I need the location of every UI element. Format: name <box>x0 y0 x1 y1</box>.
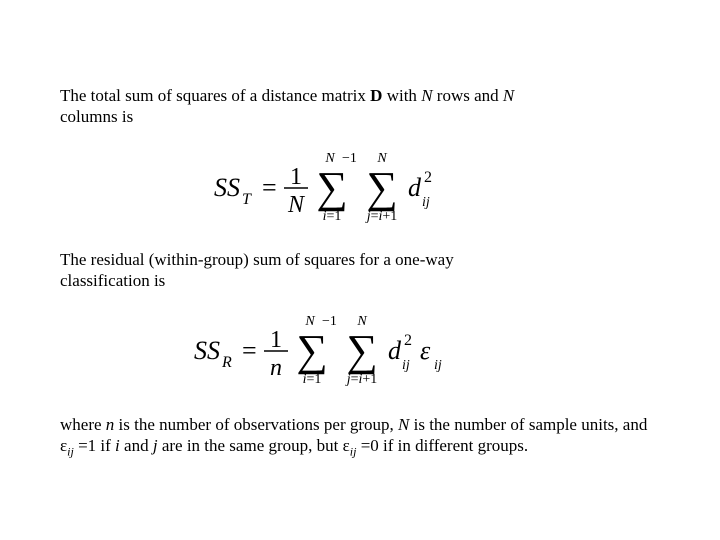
svg-text:ij: ij <box>402 358 410 373</box>
svg-text:j=i+1: j=i+1 <box>365 209 398 224</box>
svg-text:j=i+1: j=i+1 <box>345 372 378 387</box>
svg-text:i=1: i=1 <box>303 372 322 387</box>
svg-text:n: n <box>270 355 282 381</box>
p3-a: where <box>60 415 106 434</box>
p3-o: =0 if in different groups. <box>356 436 528 455</box>
svg-text:N: N <box>376 151 387 166</box>
p3-e: is the number of sample units, and <box>409 415 647 434</box>
svg-text:T: T <box>242 191 252 208</box>
p1-text-a: The total sum of squares of a distance m… <box>60 86 370 105</box>
p1-text-c: with <box>382 86 421 105</box>
svg-text:1: 1 <box>270 327 282 353</box>
svg-text:i=1: i=1 <box>323 209 342 224</box>
svg-text:=: = <box>262 173 277 202</box>
p3-h: =1 if <box>74 436 115 455</box>
p3-j: and <box>120 436 153 455</box>
equation-2-block: SSR=1n∑N−1i=1∑Nj=i+1d2ijεij <box>60 303 660 400</box>
svg-text:N: N <box>287 192 306 218</box>
p1-N1: N <box>421 86 432 105</box>
svg-text:N: N <box>304 314 315 329</box>
svg-text:=: = <box>242 336 257 365</box>
svg-text:∑: ∑ <box>346 326 377 375</box>
p1-text-g: columns is <box>60 107 133 126</box>
svg-text:N: N <box>356 314 367 329</box>
svg-text:2: 2 <box>404 332 412 349</box>
slide-page: The total sum of squares of a distance m… <box>0 0 720 540</box>
p3-n: n <box>106 415 115 434</box>
equation-1-block: SST=1N∑N−1i=1∑Nj=i+1d2ij <box>60 140 660 237</box>
svg-text:SS: SS <box>194 336 220 365</box>
svg-text:d: d <box>408 173 422 202</box>
svg-text:ij: ij <box>434 358 442 373</box>
svg-text:ε: ε <box>420 336 431 365</box>
svg-text:ij: ij <box>422 195 430 210</box>
p3-eps2: ε <box>343 436 350 455</box>
svg-text:∑: ∑ <box>296 326 327 375</box>
svg-text:N: N <box>324 151 335 166</box>
paragraph-1: The total sum of squares of a distance m… <box>60 85 560 128</box>
svg-text:−1: −1 <box>342 151 357 166</box>
svg-text:−1: −1 <box>322 314 337 329</box>
p3-N: N <box>398 415 409 434</box>
p1-text-e: rows and <box>433 86 503 105</box>
svg-text:R: R <box>221 354 232 371</box>
p3-eps1-sub: ij <box>67 445 74 459</box>
svg-text:∑: ∑ <box>316 163 347 212</box>
p3-c: is the number of observations per group, <box>114 415 398 434</box>
p1-D: D <box>370 86 382 105</box>
svg-text:d: d <box>388 336 402 365</box>
svg-text:2: 2 <box>424 169 432 186</box>
equation-2: SSR=1n∑N−1i=1∑Nj=i+1d2ijεij <box>190 303 530 395</box>
p3-l: are in the same group, but <box>158 436 343 455</box>
p1-N2: N <box>503 86 514 105</box>
svg-text:∑: ∑ <box>366 163 397 212</box>
equation-1: SST=1N∑N−1i=1∑Nj=i+1d2ij <box>210 140 510 232</box>
svg-text:SS: SS <box>214 173 240 202</box>
paragraph-3: where n is the number of observations pe… <box>60 414 660 460</box>
svg-text:1: 1 <box>290 164 302 190</box>
paragraph-2: The residual (within-group) sum of squar… <box>60 249 540 292</box>
